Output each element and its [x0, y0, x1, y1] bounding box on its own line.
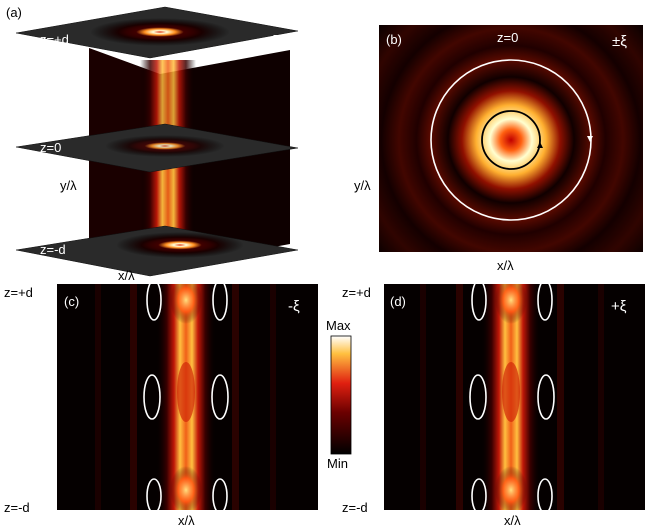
panel-d-side-lobe-3	[557, 284, 564, 510]
panel-c-orbit-mid-right	[211, 374, 229, 420]
plane-middle-intensity	[105, 135, 225, 157]
panel-d-orbit-top-right	[537, 279, 553, 321]
panel-a-tag: (a)	[6, 5, 22, 20]
panel-b-inner-orbit	[481, 110, 541, 170]
panel-b-plane: z=0	[497, 30, 518, 45]
panel-d-orbit-top-left	[471, 279, 487, 321]
panel-d-side-lobe-4	[598, 284, 604, 510]
panel-b-sign: ±ξ	[612, 33, 627, 50]
panel-c-orbit-bottom-right	[212, 478, 228, 514]
panel-c-zbottom: z=-d	[4, 500, 30, 515]
panel-a-plane-top-label: z=+d	[40, 32, 69, 47]
panel-c-side-lobe-4	[270, 284, 276, 510]
panel-c-side-lobe-3	[232, 284, 239, 510]
panel-d-orbit-mid-left	[469, 374, 487, 420]
panel-d-xlabel: x/λ	[504, 513, 521, 528]
colorbar: Max Min	[326, 318, 352, 471]
panel-c-beam-bottom-spot	[170, 466, 202, 510]
panel-b-xlabel: x/λ	[497, 258, 514, 273]
panel-a-xlabel: x/λ	[118, 268, 135, 283]
panel-d-beam-waist	[502, 362, 520, 422]
panel-c: z=+d (c) -ξ z=-d x/λ	[4, 279, 318, 528]
panel-a: (a) z=+d ±ξ z=0 y/λ z=-d x/λ	[6, 5, 299, 283]
colorbar-gradient	[330, 335, 352, 455]
panel-c-beam-waist	[177, 362, 195, 422]
panel-b-intensity	[379, 25, 643, 252]
panel-c-tag: (c)	[64, 294, 79, 309]
panel-b: (b) z=0 ±ξ y/λ x/λ	[354, 25, 643, 273]
panel-d-zbottom: z=-d	[342, 500, 368, 515]
panel-d-orbit-bottom-right	[537, 478, 553, 514]
panel-d-sign: +ξ	[611, 298, 627, 315]
panel-b-ylabel: y/λ	[354, 178, 371, 193]
panel-a-plane-middle-label: z=0	[40, 140, 61, 155]
panel-c-ztop: z=+d	[4, 285, 33, 300]
colorbar-max-label: Max	[326, 318, 351, 333]
panel-d-orbit-mid-right	[537, 374, 555, 420]
panel-d-orbit-bottom-left	[471, 478, 487, 514]
panel-c-orbit-mid-left	[143, 374, 161, 420]
panel-b-outer-arrow	[587, 136, 593, 142]
panel-d-tag: (d)	[390, 294, 406, 309]
panel-c-orbit-bottom-left	[146, 478, 162, 514]
panel-c-sign: -ξ	[288, 298, 300, 315]
panel-a-sign: ±ξ	[264, 33, 279, 50]
panel-a-plane-bottom-label: z=-d	[40, 242, 66, 257]
panel-d-beam-bottom-spot	[495, 466, 527, 510]
panel-b-tag: (b)	[386, 32, 402, 47]
plane-bottom-intensity	[116, 232, 244, 258]
panel-b-inner-arrow	[537, 142, 543, 148]
panel-c-xlabel: x/λ	[178, 513, 195, 528]
panel-c-side-lobe-2	[130, 284, 137, 510]
panel-d-side-lobe-2	[456, 284, 463, 510]
plane-top-intensity	[90, 18, 230, 46]
panel-c-orbit-top-right	[212, 279, 228, 321]
colorbar-min-label: Min	[327, 456, 348, 471]
panel-a-ylabel: y/λ	[60, 178, 77, 193]
panel-c-side-lobe-1	[95, 284, 101, 510]
panel-d-ztop: z=+d	[342, 285, 371, 300]
panel-d-beam-top-spot	[495, 284, 527, 324]
panel-c-beam-top-spot	[170, 284, 202, 324]
panel-d: z=+d (d) +ξ z=-d x/λ	[342, 279, 645, 528]
panel-c-orbit-top-left	[146, 279, 162, 321]
panel-d-side-lobe-1	[420, 284, 426, 510]
